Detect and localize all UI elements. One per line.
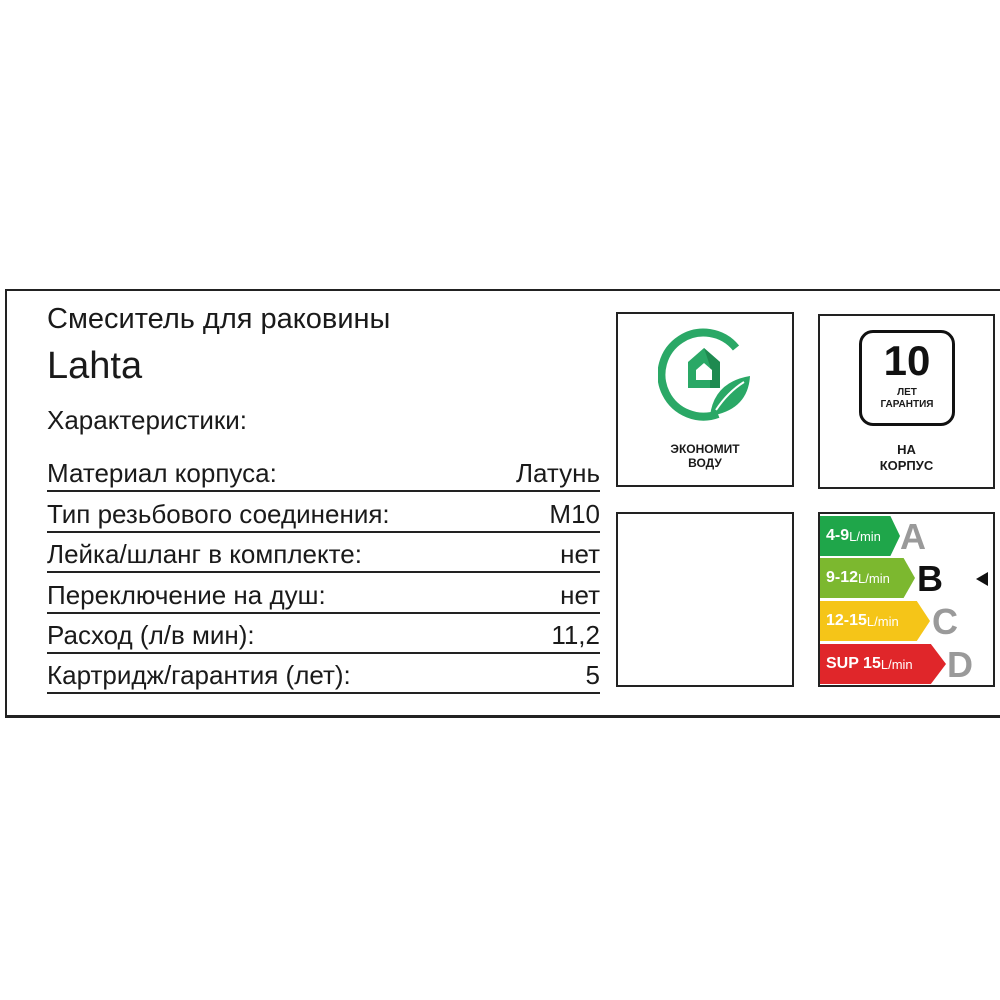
band-unit: L/min [866, 613, 899, 629]
class-letter-c: C [932, 601, 958, 642]
product-type: Смеситель для раковины [47, 303, 391, 335]
spec-value: Латунь [515, 458, 600, 488]
warranty-years: 10 [883, 337, 931, 384]
spec-value: 11,2 [551, 620, 600, 650]
band-unit: L/min [880, 656, 913, 672]
spec-row: Тип резьбового соединения: M10 [47, 490, 600, 533]
class-band-d: SUP 15 L/min [820, 644, 946, 684]
spec-value: M10 [549, 499, 600, 529]
band-range: 12-15 [826, 612, 867, 629]
warranty-frame: 10 ЛЕТ ГАРАНТИЯ [859, 330, 955, 426]
spec-label: Тип резьбового соединения: [47, 499, 390, 529]
eco-badge: ЭКОНОМИТ ВОДУ [616, 312, 794, 487]
spec-label: Переключение на душ: [47, 580, 326, 610]
spec-value: 5 [585, 660, 600, 690]
section-heading: Характеристики: [47, 405, 248, 435]
class-letter-a: A [900, 516, 926, 557]
spec-label: Картридж/гарантия (лет): [47, 660, 351, 690]
eco-text-1: ЭКОНОМИТ [670, 442, 740, 456]
band-range: 4-9 [826, 527, 850, 544]
warranty-badge: 10 ЛЕТ ГАРАНТИЯ НА КОРПУС [818, 314, 995, 489]
spec-value: нет [560, 580, 600, 610]
class-letter-b: B [917, 558, 943, 599]
spec-row: Лейка/шланг в комплекте: нет [47, 530, 600, 573]
eco-text-2: ВОДУ [688, 456, 722, 470]
spec-label: Материал корпуса: [47, 458, 277, 488]
spec-label: Лейка/шланг в комплекте: [47, 539, 362, 569]
spec-row: Картридж/гарантия (лет): 5 [47, 651, 600, 694]
water-class-label: 4-9 L/min A 9-12 L/min B 12-15 L/min C SUP … [818, 512, 995, 687]
class-band-c: 12-15 L/min [820, 601, 930, 641]
spec-row: Расход (л/в мин): 11,2 [47, 611, 600, 654]
house-leaf-icon [658, 328, 750, 421]
label-frame [5, 289, 1000, 718]
class-band-a: 4-9 L/min [820, 516, 900, 556]
spec-row: Переключение на душ: нет [47, 571, 600, 614]
warranty-on-2: КОРПУС [879, 458, 934, 473]
warranty-on-1: НА [897, 442, 916, 457]
band-range: 9-12 [826, 569, 859, 586]
band-range: SUP 15 [826, 655, 881, 672]
selected-class-marker-icon [976, 572, 988, 586]
warranty-label: ГАРАНТИЯ [880, 399, 934, 410]
spec-value: нет [560, 539, 600, 569]
spec-label: Расход (л/в мин): [47, 620, 255, 650]
warranty-unit: ЛЕТ [897, 387, 917, 398]
class-letter-d: D [947, 644, 973, 685]
band-unit: L/min [858, 570, 890, 586]
class-band-b: 9-12 L/min [820, 558, 915, 598]
empty-box [616, 512, 794, 687]
band-unit: L/min [849, 528, 881, 544]
spec-row: Материал корпуса: Латунь [47, 449, 600, 492]
brand-name: Lahta [47, 345, 143, 387]
